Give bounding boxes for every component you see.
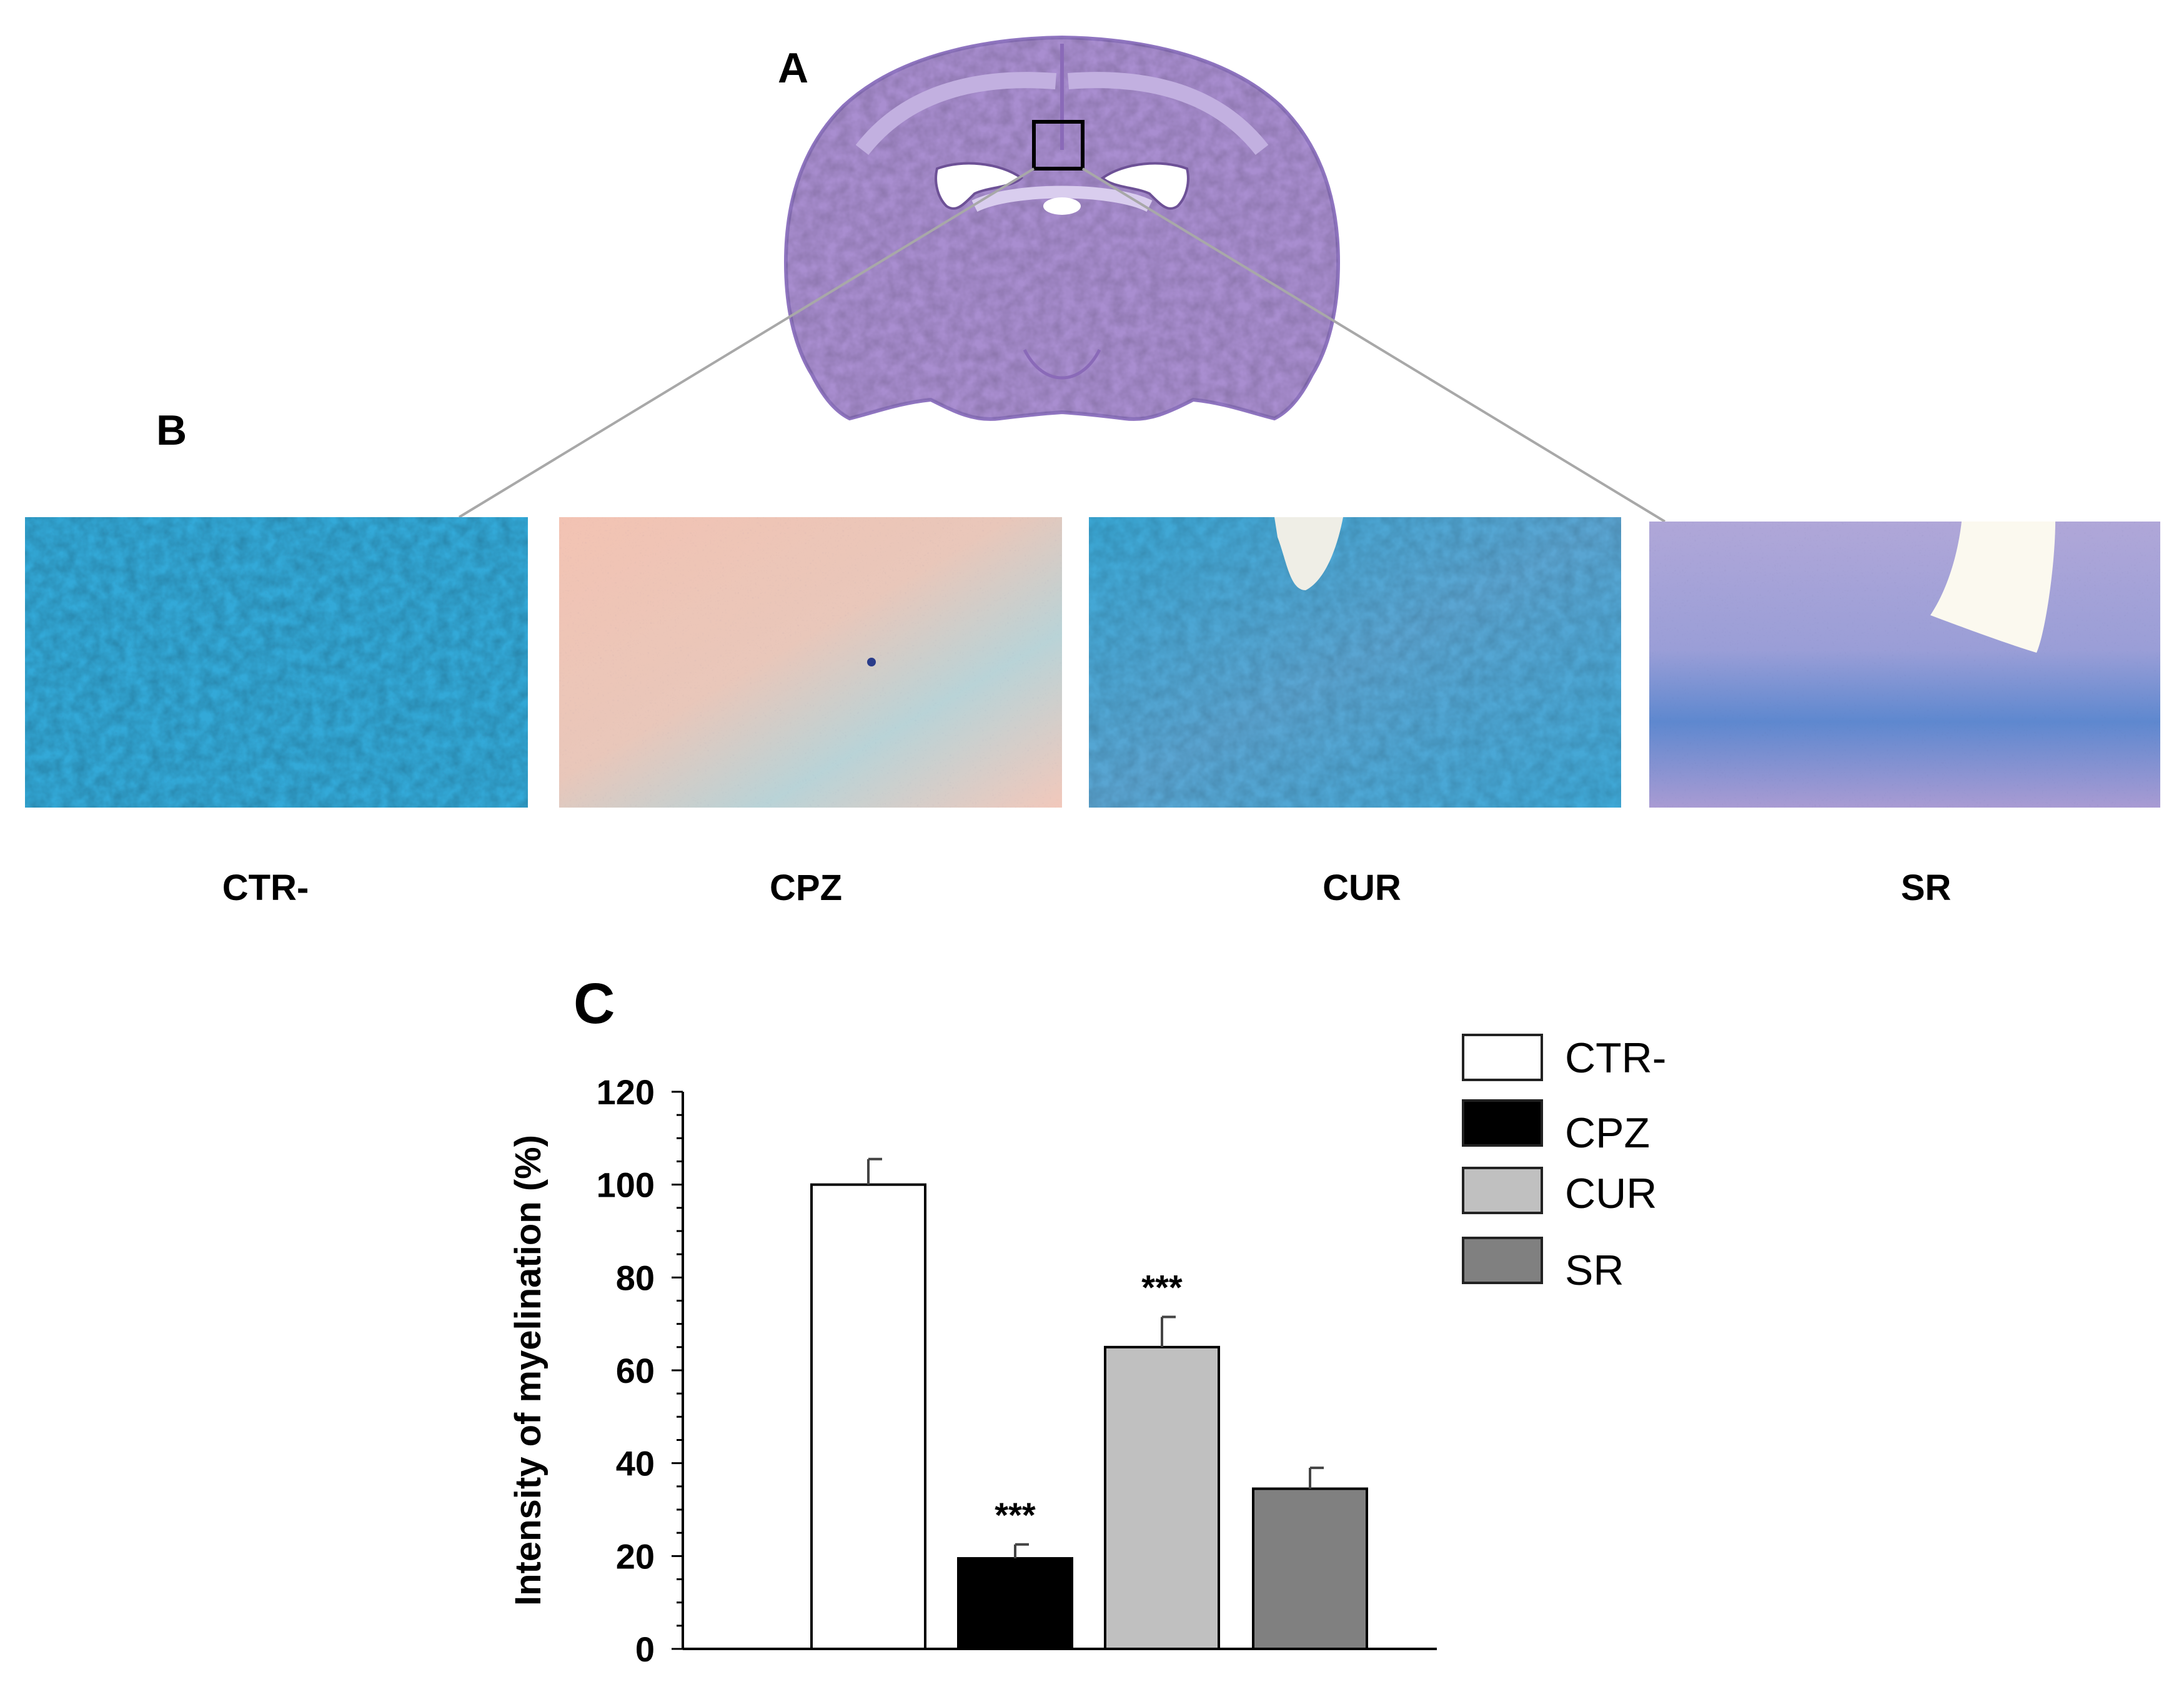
legend-swatch-sr [1462, 1237, 1543, 1284]
panel-label-c: C [573, 972, 615, 1036]
bar-sr [1252, 1487, 1368, 1651]
legend-label-cpz: CPZ [1565, 1109, 1650, 1157]
y-axis-title: Intensity of myelination (%) [508, 1135, 548, 1606]
micrograph-cur [1089, 517, 1621, 808]
bar-cur [1104, 1345, 1220, 1650]
significance-label: *** [995, 1495, 1036, 1535]
y-tick-label: 0 [635, 1630, 655, 1669]
micrograph-label-cur: CUR [1323, 868, 1401, 908]
y-tick-label: 20 [616, 1536, 655, 1576]
legend-swatch-cpz [1462, 1099, 1543, 1147]
y-tick-label: 120 [597, 1072, 655, 1112]
y-tick-label: 40 [616, 1444, 655, 1483]
micrograph-label-sr: SR [1900, 868, 1952, 908]
region-of-interest-box [1032, 120, 1085, 171]
significance-label: *** [1141, 1268, 1183, 1307]
brain-structure [1023, 349, 1101, 380]
y-tick-label: 100 [597, 1165, 655, 1205]
micrograph-sr [1649, 522, 2160, 808]
third-ventricle [1043, 197, 1081, 215]
y-tick-label: 60 [616, 1351, 655, 1390]
micrograph-label-cpz: CPZ [770, 868, 842, 908]
panel-label-b: B [156, 407, 187, 454]
zoom-line-right [1081, 167, 1666, 523]
legend-label-cur: CUR [1565, 1170, 1657, 1217]
legend-label-ctr: CTR- [1565, 1034, 1667, 1082]
bar-cpz [957, 1557, 1073, 1651]
bar-ctr [810, 1183, 926, 1650]
zoom-line-left [458, 167, 1035, 518]
cortex-layer [1068, 72, 1269, 156]
micrograph-cpz [559, 517, 1062, 808]
brain-section-image [783, 35, 1341, 421]
legend-label-sr: SR [1565, 1247, 1624, 1294]
micrograph-label-ctr: CTR- [222, 868, 309, 908]
panel-label-a: A [778, 44, 809, 92]
legend-swatch-cur [1462, 1167, 1543, 1214]
right-ventricle [1100, 162, 1189, 210]
cortex-layer [855, 72, 1056, 156]
micrograph-ctr [25, 517, 528, 808]
y-tick-label: 80 [616, 1258, 655, 1297]
bar-chart: 0 20 40 60 80 100 120 Intensity of myelination … [508, 1072, 1437, 1669]
left-ventricle [935, 162, 1024, 210]
legend-swatch-ctr [1462, 1034, 1543, 1081]
